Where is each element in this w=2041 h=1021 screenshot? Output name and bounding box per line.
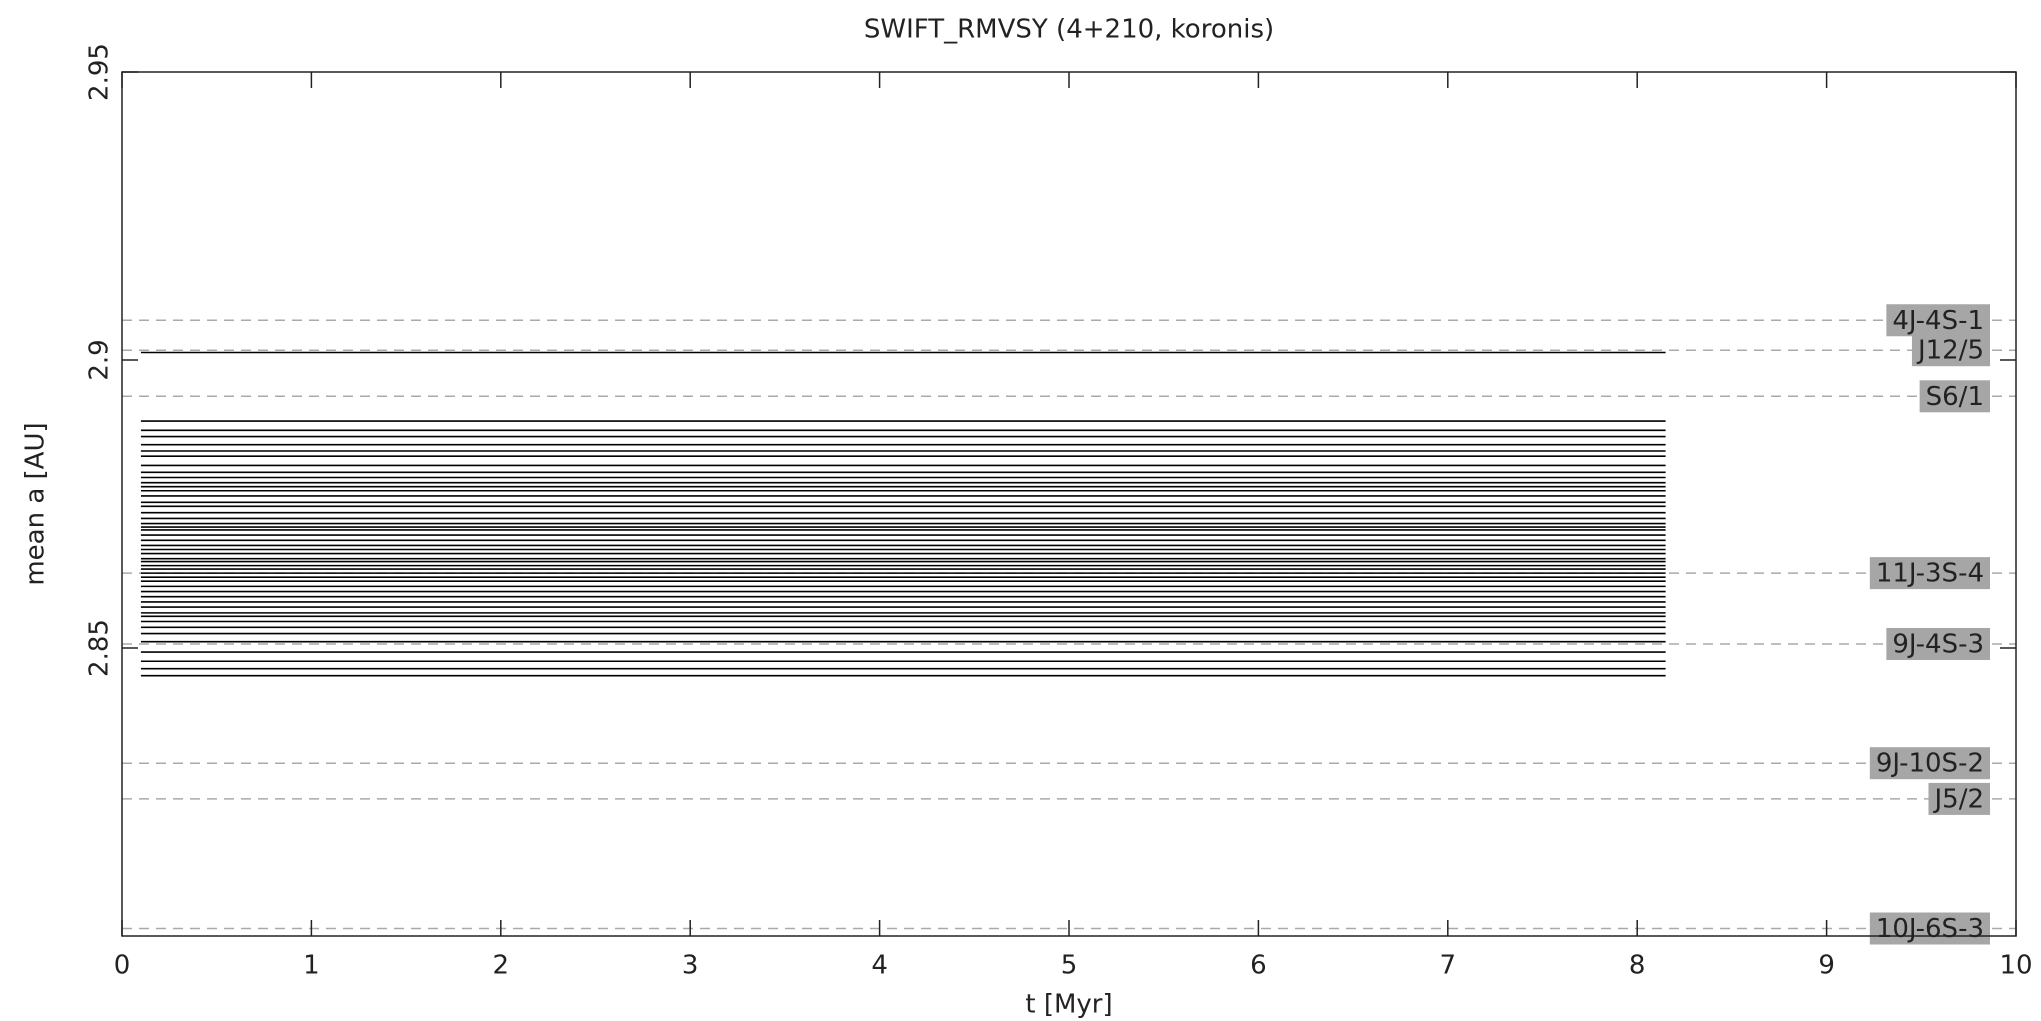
- x-tick-label: 4: [871, 951, 888, 981]
- y-tick-label: 2.85: [85, 619, 115, 677]
- y-axis-label: mean a [AU]: [21, 422, 51, 585]
- resonance-label: 10J-6S-3: [1876, 914, 1984, 944]
- resonance-label: J12/5: [1916, 336, 1984, 366]
- resonance-label-box: [1869, 747, 1990, 780]
- resonance-label-box: [1928, 782, 1990, 815]
- plot-frame: [121, 71, 2017, 937]
- x-tick-label: 1: [303, 951, 320, 981]
- x-tick-label: 2: [493, 951, 510, 981]
- resonance-label-box: [1886, 627, 1990, 660]
- x-axis-label: t [Myr]: [1025, 990, 1112, 1020]
- resonance-label-box: [1919, 380, 1990, 413]
- x-tick-label: 6: [1250, 951, 1267, 981]
- y-tick-label: 2.9: [85, 339, 115, 380]
- y-tick-label: 2.95: [85, 43, 115, 101]
- x-tick-label: 5: [1061, 951, 1078, 981]
- resonance-label-box: [1886, 304, 1990, 337]
- chart-title: SWIFT_RMVSY (4+210, koronis): [864, 15, 1274, 45]
- x-tick-label: 8: [1629, 951, 1646, 981]
- x-tick-label: 7: [1440, 951, 1457, 981]
- x-tick-label: 10: [1999, 951, 2032, 981]
- resonance-label-box: [1911, 334, 1990, 367]
- resonance-label: S6/1: [1926, 382, 1984, 412]
- resonance-label: J5/2: [1932, 784, 1984, 814]
- resonance-label: 9J-10S-2: [1876, 749, 1984, 779]
- resonance-label: 4J-4S-1: [1892, 306, 1984, 336]
- x-tick-label: 9: [1818, 951, 1835, 981]
- resonance-label-box: [1869, 557, 1990, 590]
- resonance-label-box: [1869, 912, 1990, 945]
- resonance-label: 9J-4S-3: [1892, 629, 1984, 659]
- x-tick-label: 3: [682, 951, 699, 981]
- x-tick-label: 0: [114, 951, 131, 981]
- resonance-label: 11J-3S-4: [1876, 559, 1984, 589]
